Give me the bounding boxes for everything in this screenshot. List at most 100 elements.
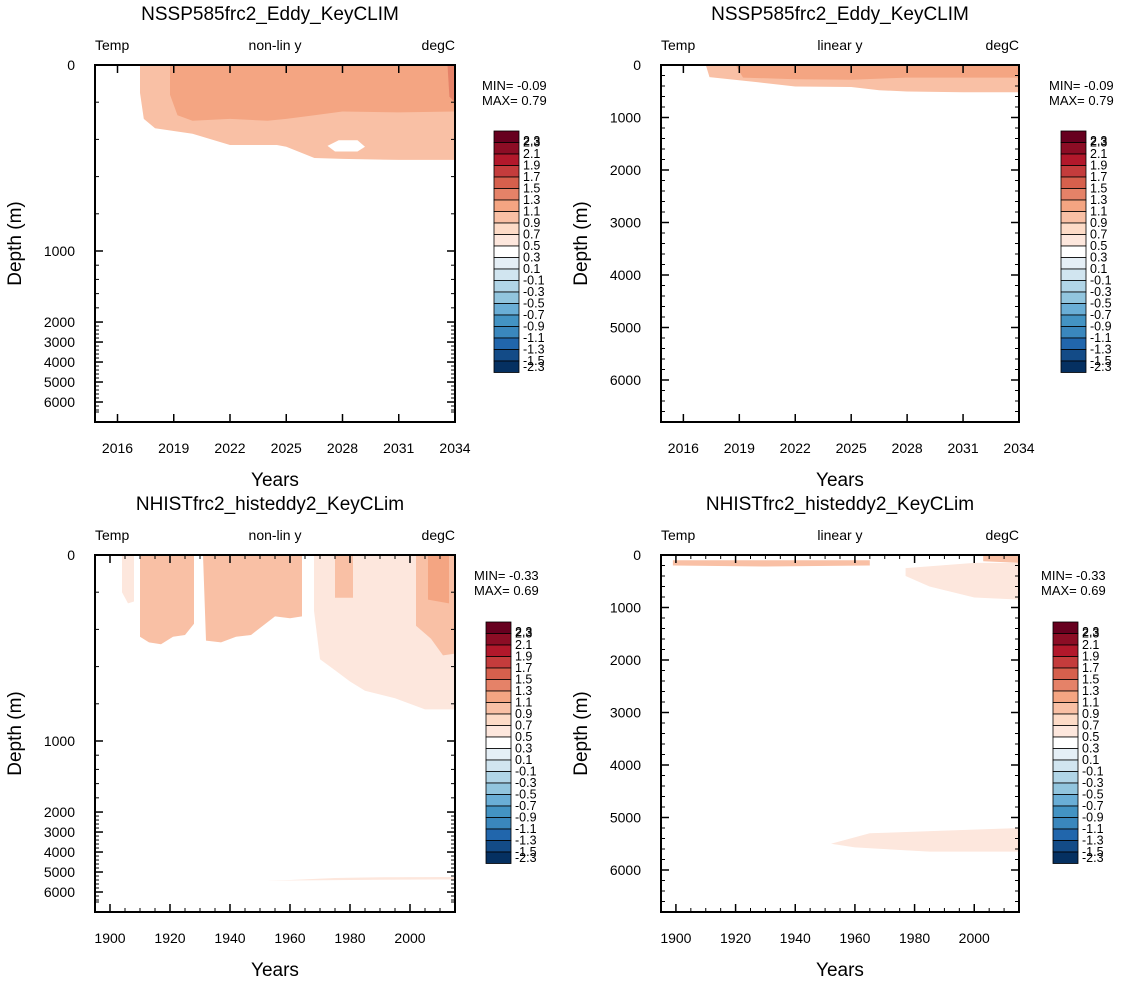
x-tick-label: 2028 <box>892 440 923 456</box>
colorbar-label: 2.3 <box>1082 625 1099 639</box>
contour-region <box>122 555 134 604</box>
colorbar-label: 2.3 <box>1090 136 1107 150</box>
colorbar-label: -1.1 <box>515 822 537 836</box>
colorbar-box <box>1060 291 1087 304</box>
colorbar-label: 2.3 <box>523 136 540 150</box>
contour-region <box>335 555 353 598</box>
colorbar-box <box>1060 349 1087 362</box>
colorbar-box <box>485 851 512 864</box>
colorbar-label: -1.5 <box>523 354 545 368</box>
panel-title: NSSP585frc2_Eddy_KeyCLIM <box>141 4 399 25</box>
contour-region <box>266 877 455 881</box>
x-tick-label: 1900 <box>660 930 691 946</box>
min-label: MIN= -0.33 <box>1041 568 1106 583</box>
colorbar-box <box>485 713 512 726</box>
colorbar-label: 0.1 <box>523 262 540 276</box>
colorbar-label: 0.3 <box>523 251 540 265</box>
colorbar-box <box>1060 303 1087 316</box>
variable-label: Temp <box>661 527 695 543</box>
panel-1: NSSP585frc2_Eddy_KeyCLIM Temp non-lin y deg… <box>5 4 547 491</box>
units-label: degC <box>986 527 1019 543</box>
min-label: MIN= -0.33 <box>474 568 539 583</box>
colorbar-label: 2.3 <box>515 625 532 639</box>
colorbar-label: 0.1 <box>1082 753 1099 767</box>
colorbar-label: -0.3 <box>1090 285 1112 299</box>
colorbar-label: 0.9 <box>515 707 532 721</box>
colorbar-box <box>493 153 520 166</box>
axis-mode-label: linear y <box>817 527 862 543</box>
y-tick-label: 6000 <box>610 862 641 878</box>
contour-region <box>831 828 1019 852</box>
colorbar-label: 1.1 <box>1082 696 1099 710</box>
colorbar-label: -1.5 <box>1090 354 1112 368</box>
colorbar-label: -2.3 <box>1082 851 1104 865</box>
x-tick-label: 2022 <box>214 440 245 456</box>
colorbar-label: 0.5 <box>523 239 540 253</box>
y-tick-label: 4000 <box>610 267 641 283</box>
colorbar-label: 0.7 <box>523 228 540 242</box>
y-tick-label: 0 <box>633 57 641 73</box>
colorbar-label: 2.3 <box>515 627 532 641</box>
panel-title: NSSP585frc2_Eddy_KeyCLIM <box>711 4 969 25</box>
colorbar-box <box>1052 656 1079 669</box>
colorbar-box <box>1060 211 1087 224</box>
colorbar-box <box>1052 736 1079 749</box>
x-tick-label: 2025 <box>271 440 302 456</box>
y-tick-label: 3000 <box>44 334 75 350</box>
colorbar-box <box>1052 840 1079 853</box>
colorbar-label: 2.3 <box>1082 627 1099 641</box>
colorbar-label: 0.3 <box>515 742 532 756</box>
colorbar-label: -1.1 <box>523 331 545 345</box>
colorbar-label: -0.7 <box>515 799 537 813</box>
x-tick-label: 2016 <box>668 440 699 456</box>
colorbar-label: 0.9 <box>523 216 540 230</box>
colorbar-label: -0.9 <box>1090 320 1112 334</box>
colorbar-label: -0.7 <box>1090 308 1112 322</box>
x-tick-label: 2031 <box>383 440 414 456</box>
colorbar-box <box>1052 621 1079 634</box>
colorbar-box <box>1060 326 1087 339</box>
colorbar-box <box>1052 817 1079 830</box>
colorbar-box <box>1052 805 1079 818</box>
colorbar-box <box>493 337 520 350</box>
y-tick-label: 2000 <box>610 652 641 668</box>
colorbar-box <box>1060 165 1087 178</box>
colorbar-box <box>485 679 512 692</box>
colorbar-box <box>493 314 520 327</box>
colorbar-label: 1.3 <box>515 684 532 698</box>
x-tick-label: 2022 <box>780 440 811 456</box>
colorbar-label: 1.9 <box>523 159 540 173</box>
colorbar-box <box>1060 337 1087 350</box>
colorbar-label: 1.7 <box>523 170 540 184</box>
y-tick-label: 1000 <box>610 600 641 616</box>
x-tick-label: 1980 <box>334 930 365 946</box>
y-axis-title: Depth (m) <box>5 201 26 285</box>
x-axis-title: Years <box>816 470 864 491</box>
colorbar-label: 1.5 <box>515 673 532 687</box>
colorbar-label: 2.3 <box>1090 134 1107 148</box>
colorbar-box <box>1060 199 1087 212</box>
colorbar-label: -1.3 <box>523 343 545 357</box>
colorbar-label: 1.1 <box>1090 205 1107 219</box>
contour-region <box>672 560 870 567</box>
colorbar-box <box>493 268 520 281</box>
colorbar-label: 2.1 <box>1090 147 1107 161</box>
colorbar-box <box>1052 725 1079 738</box>
colorbar-box <box>485 771 512 784</box>
colorbar-label: 0.7 <box>1082 719 1099 733</box>
contour-region <box>905 562 1019 600</box>
y-tick-label: 4000 <box>44 354 75 370</box>
colorbar-box <box>1052 713 1079 726</box>
colorbar-label: -1.3 <box>1090 343 1112 357</box>
colorbar-box <box>493 245 520 258</box>
y-tick-label: 3000 <box>44 824 75 840</box>
colorbar-label: -0.7 <box>1082 799 1104 813</box>
colorbar-box <box>485 667 512 680</box>
colorbar-box <box>493 211 520 224</box>
colorbar-box <box>485 840 512 853</box>
y-tick-label: 0 <box>67 57 75 73</box>
colorbar-box <box>493 199 520 212</box>
colorbar-box <box>485 702 512 715</box>
colorbar-label: -0.1 <box>1082 765 1104 779</box>
colorbar-label: 1.1 <box>523 205 540 219</box>
